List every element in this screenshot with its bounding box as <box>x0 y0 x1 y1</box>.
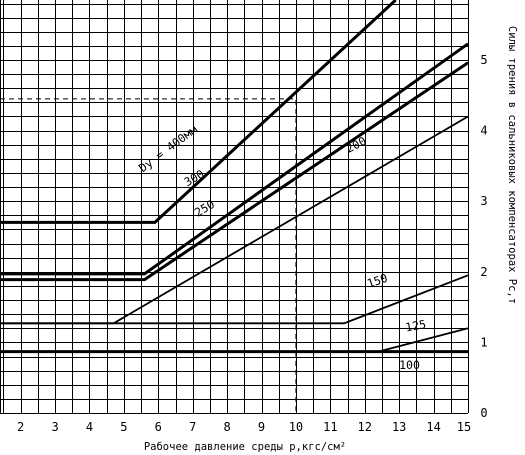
y-tick-label: 5 <box>480 53 487 67</box>
x-tick-label: 8 <box>224 420 231 434</box>
series-line-125 <box>378 327 469 353</box>
x-tick-label: 9 <box>258 420 265 434</box>
x-axis-label: Рабочее давление среды р,кгс/см² <box>144 441 346 453</box>
guide-lines <box>0 98 297 413</box>
y-tick-label: 0 <box>480 406 487 420</box>
y-tick-label: 4 <box>480 124 487 138</box>
series-label: Dу = 400мм <box>136 122 200 175</box>
grid <box>0 0 469 414</box>
x-tick-label: 6 <box>155 420 162 434</box>
x-tick-labels: 2 3 4 5 6 7 8 9 10 11 12 13 14 15 <box>17 420 471 434</box>
series-label: 250 <box>192 197 217 220</box>
series-line-250 <box>0 61 469 282</box>
y-tick-label: 1 <box>480 335 487 349</box>
x-tick-label: 15 <box>457 420 471 434</box>
x-tick-label: 10 <box>289 420 303 434</box>
series-label: 125 <box>404 317 427 334</box>
y-tick-labels: 0 1 2 3 4 5 <box>480 53 487 420</box>
series-label: 100 <box>399 358 420 372</box>
x-tick-label: 11 <box>323 420 337 434</box>
x-tick-label: 2 <box>17 420 24 434</box>
series-label: 150 <box>365 271 389 291</box>
x-tick-label: 7 <box>189 420 196 434</box>
series-label: 300 <box>182 167 207 190</box>
y-axis-label: Силы трения в сальниковых компенсаторах … <box>506 26 518 304</box>
series-line-300 <box>0 42 469 276</box>
y-tick-label: 2 <box>480 265 487 279</box>
x-tick-label: 5 <box>120 420 127 434</box>
x-tick-label: 4 <box>86 420 93 434</box>
series-label: 200 <box>344 134 369 156</box>
series-line-150 <box>0 274 469 325</box>
series-group <box>0 0 469 354</box>
series-line-dу-400мм <box>0 0 397 224</box>
x-tick-label: 14 <box>426 420 440 434</box>
x-tick-label: 13 <box>392 420 406 434</box>
x-tick-label: 3 <box>51 420 58 434</box>
x-tick-label: 12 <box>358 420 372 434</box>
guide-line <box>0 98 297 413</box>
y-tick-label: 3 <box>480 194 487 208</box>
